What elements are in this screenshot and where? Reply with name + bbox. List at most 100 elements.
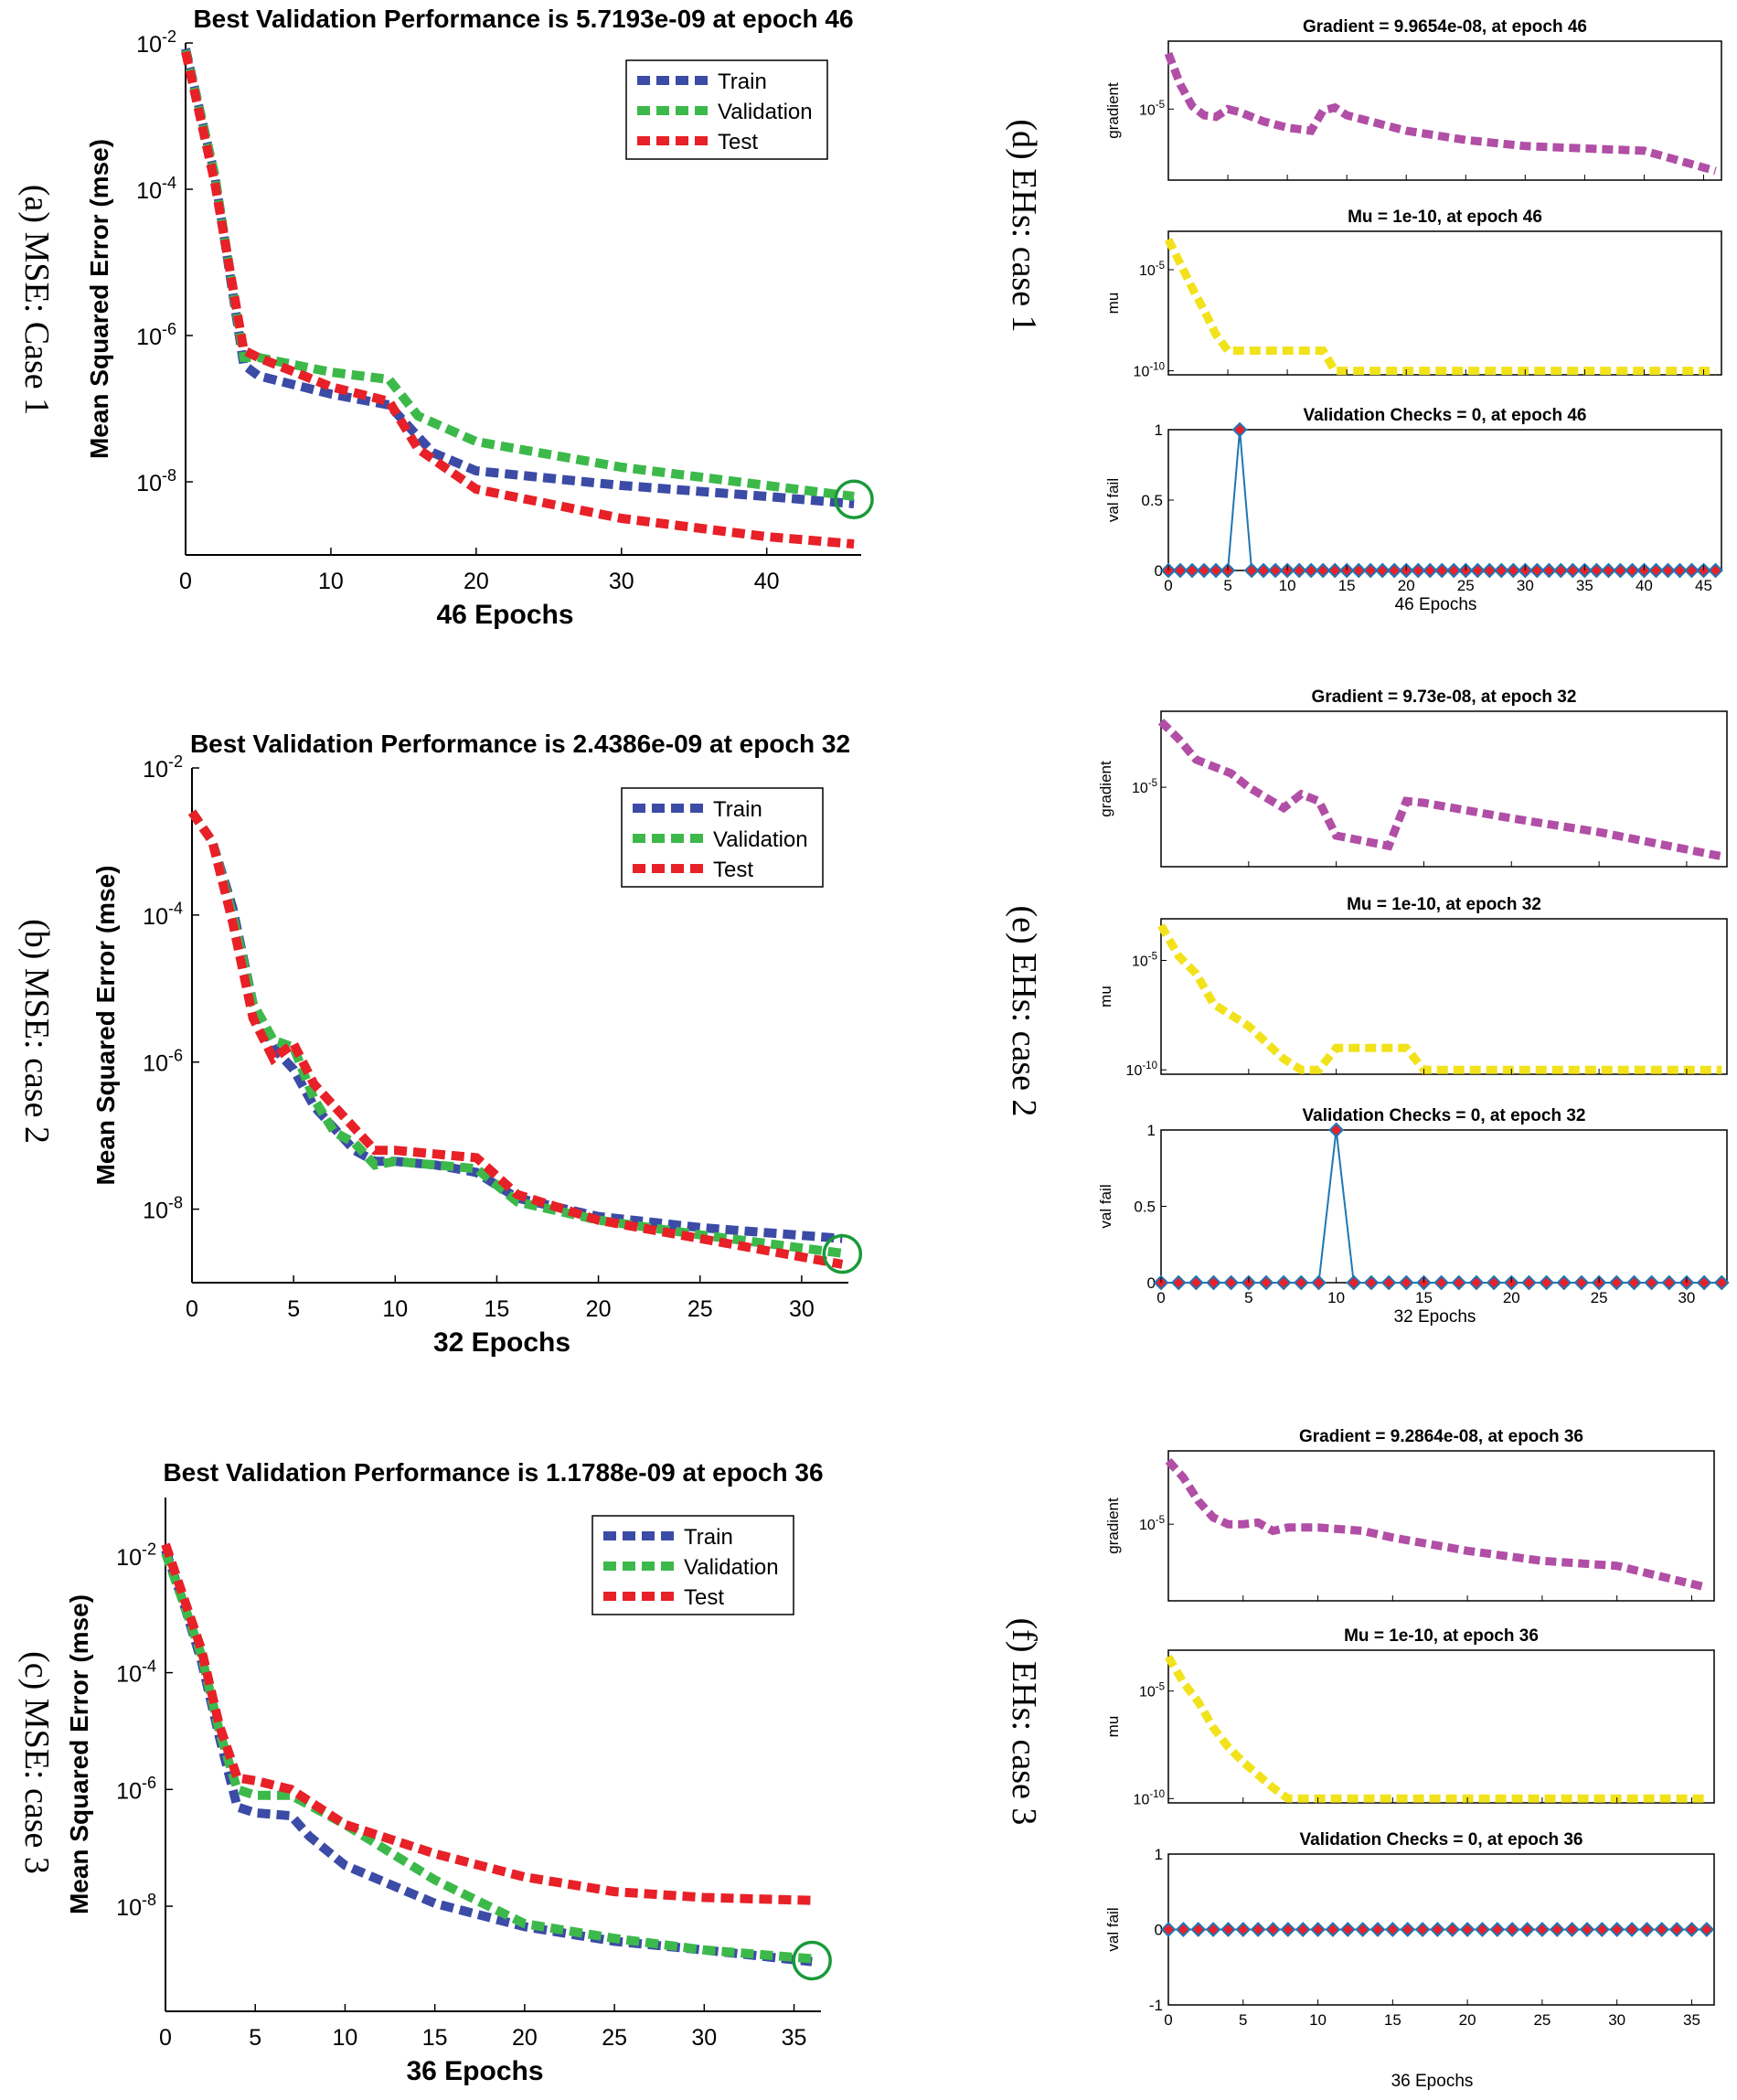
subplot-title: Gradient = 9.73e-08, at epoch 32 [1312, 688, 1577, 707]
x-tick-label: 35 [782, 2025, 807, 2051]
val-fail-marker [1519, 1922, 1535, 1937]
x-axis-label: 32 Epochs [433, 1327, 570, 1358]
subplot-frame [1167, 1450, 1715, 1602]
x-tick-label: 10 [1279, 577, 1296, 594]
tick-exponent: -5 [1156, 100, 1165, 111]
val-fail-marker [1600, 562, 1616, 579]
x-tick-label: 5 [249, 2025, 261, 2051]
x-tick-label: 0 [1164, 577, 1172, 594]
series-line-test [161, 1542, 813, 1905]
val-fail-marker [1386, 562, 1402, 579]
val-fail-marker [1451, 1274, 1467, 1291]
val-fail-marker [1315, 562, 1331, 579]
x-tick-label: 10 [333, 2025, 358, 2051]
subplot-ylabel: gradient [1104, 1498, 1122, 1554]
val-fail-marker [1160, 1922, 1177, 1937]
x-tick-label: 35 [1683, 2011, 1700, 2029]
val-fail-marker [1380, 1274, 1397, 1291]
x-tick-label: 30 [1678, 1289, 1695, 1306]
subplot-frame [1167, 1649, 1715, 1804]
y-tick-label: 10-4 [136, 174, 176, 204]
val-fail-marker [1267, 562, 1284, 579]
y-tick-label: 10-2 [116, 1540, 156, 1571]
y-axis-label: Mean Squared Error (mse) [91, 865, 120, 1185]
legend-label: Train [713, 797, 762, 822]
val-fail-marker [1265, 1922, 1281, 1937]
tick-exponent: -2 [168, 752, 183, 771]
val-fail-marker [1539, 1274, 1555, 1291]
val-fail-marker [1534, 1922, 1551, 1937]
val-fail-marker [1684, 1922, 1700, 1937]
best-epoch-marker [834, 479, 874, 519]
tick-exponent: -4 [162, 174, 176, 192]
y-tick-label: 10-6 [136, 320, 176, 350]
tick-base: 10 [1126, 1063, 1143, 1079]
mse-chart-c: (c) MSE: case 30 5 10 15 20 25 30 3510-210-410-… [17, 1458, 832, 2086]
y-tick-label: 10-8 [143, 1193, 183, 1223]
tick-base: 10 [143, 757, 168, 783]
val-fail-marker [1433, 562, 1450, 579]
val-fail-marker [1220, 1922, 1236, 1937]
val-fail-marker [1327, 562, 1343, 579]
val-fail-marker [1475, 1922, 1490, 1937]
val-fail-marker [1243, 562, 1260, 579]
legend-label: Test [684, 1585, 724, 1610]
val-fail-marker [1556, 1274, 1572, 1291]
subplot-ylabel: val fail [1104, 1907, 1122, 1951]
val-fail-marker [1362, 562, 1379, 579]
x-tick-label: 20 [1503, 1289, 1520, 1306]
val-fail-marker [1235, 1922, 1252, 1937]
x-tick-label: 5 [1223, 577, 1231, 594]
val-fail-marker [1713, 1274, 1730, 1291]
val-fail-marker [1625, 562, 1640, 579]
tick-base: 10 [1132, 954, 1148, 969]
val-fail-marker [1280, 1922, 1296, 1937]
y-tick-label: 10-5 [1139, 100, 1165, 118]
val-fail-marker [1626, 1274, 1642, 1291]
tick-exponent: -8 [142, 1891, 156, 1909]
val-fail-marker [1363, 1274, 1380, 1291]
subplot-title: Mu = 1e-10, at epoch 32 [1347, 895, 1541, 914]
x-tick-label: 35 [1576, 577, 1593, 594]
val-fail-marker [1328, 1122, 1345, 1138]
tick-base: 10 [1139, 263, 1156, 279]
val-fail-marker [1668, 1922, 1685, 1937]
tick-exponent: -6 [162, 320, 176, 338]
x-tick-label: 15 [1338, 577, 1356, 594]
x-tick-label: 20 [464, 569, 489, 594]
val-fail-marker [1612, 562, 1628, 579]
val-fail-marker [1529, 562, 1545, 579]
subplot-title: Gradient = 9.9654e-08, at epoch 46 [1303, 17, 1587, 37]
y-tick-label: 10-5 [1132, 778, 1157, 796]
x-tick-label: 30 [609, 569, 634, 594]
y-tick-label: 10-10 [1126, 1061, 1157, 1079]
x-tick-label: 15 [1415, 1289, 1433, 1306]
val-fail-marker [1433, 1274, 1450, 1291]
x-tick-label: 40 [1636, 577, 1653, 594]
subplot-frame [1160, 918, 1728, 1075]
tick-base: 10 [136, 471, 162, 496]
subplot-val: Validation Checks = 0, at epoch 46 val fa… [1104, 406, 1723, 594]
series-line-test [187, 809, 844, 1269]
tick-exponent: -4 [168, 900, 183, 918]
val-fail-marker [1608, 1274, 1625, 1291]
tick-base: 10 [143, 1199, 168, 1224]
val-fail-marker [1325, 1922, 1341, 1937]
val-fail-marker [1398, 1274, 1414, 1291]
x-tick-label: 5 [1239, 2011, 1247, 2029]
subplot-frame [1160, 710, 1728, 868]
series-line-gradient [1164, 51, 1717, 176]
val-fail-marker [1624, 1922, 1640, 1937]
val-fail-marker [1400, 1922, 1416, 1937]
legend-label: Train [684, 1525, 733, 1550]
tick-exponent: -2 [162, 27, 176, 46]
val-fail-marker [1638, 1922, 1655, 1937]
x-tick-label: 25 [687, 1296, 713, 1322]
tick-exponent: -8 [162, 466, 176, 485]
mse-chart-a: (a) MSE: Case 10 10 20 30 4010-210-410-610-8… [17, 5, 874, 630]
y-tick-label: 10-10 [1134, 361, 1165, 379]
x-tick-label: 0 [159, 2025, 172, 2051]
legend-label: Validation [718, 100, 813, 124]
tick-base: 10 [143, 904, 168, 930]
val-fail-marker [1505, 562, 1521, 579]
